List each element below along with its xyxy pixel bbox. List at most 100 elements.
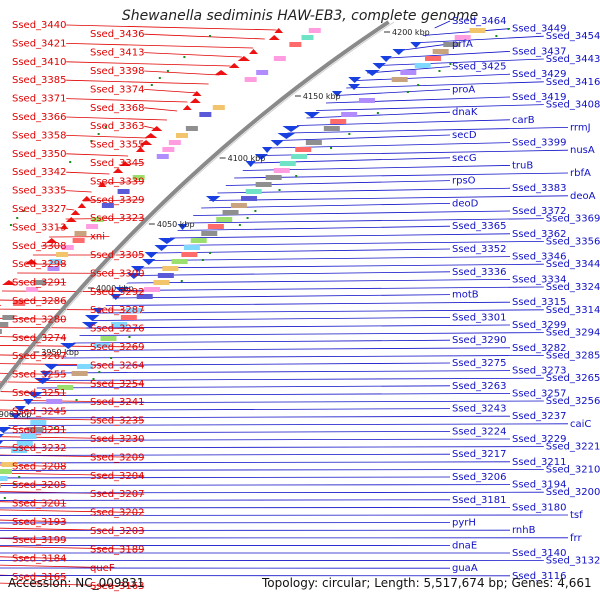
minus-connector	[0, 491, 145, 495]
cog-block-right	[77, 364, 94, 369]
plus-gene-arrow	[14, 406, 26, 412]
plus-gene-arrow	[262, 147, 273, 153]
minus-connector	[100, 181, 145, 184]
plus-gene-label: Ssed_3443	[546, 54, 600, 65]
cog-block-left	[86, 224, 99, 229]
cog-block-left	[156, 154, 169, 159]
plus-connector	[48, 370, 511, 374]
plus-gene-label: caiC	[570, 419, 591, 430]
minus-gene-arrow	[151, 126, 163, 131]
minus-gene-label: Ssed_3327	[12, 204, 67, 215]
plus-gene-label: Ssed_3210	[546, 464, 600, 475]
minus-gene-label: Ssed_3264	[90, 360, 145, 371]
minus-gene-label: Ssed_3308	[12, 241, 67, 252]
minus-gene-arrow	[65, 217, 77, 222]
plus-connector	[346, 81, 544, 89]
plus-connector	[356, 73, 511, 81]
cog-block-left	[101, 203, 114, 208]
minus-connector	[0, 436, 145, 440]
feature-dot	[183, 56, 186, 58]
plus-connector	[147, 256, 511, 261]
feature-dot	[22, 210, 25, 212]
plus-gene-label: proA	[452, 84, 475, 95]
plus-gene-label: rrmJ	[570, 122, 591, 133]
label-connector-lines	[0, 20, 569, 587]
minus-connector	[0, 509, 145, 513]
feature-dot	[69, 161, 72, 163]
plus-connector	[0, 446, 544, 449]
minus-gene-label: Ssed_3274	[12, 333, 67, 344]
plus-gene-label: Ssed_3429	[512, 69, 567, 80]
plus-gene-arrow	[60, 343, 77, 349]
cog-block-right	[241, 196, 258, 201]
minus-gene-label: Ssed_3291	[12, 278, 67, 289]
plus-gene-arrow	[109, 294, 122, 300]
plus-gene-label: guaA	[452, 563, 478, 574]
plus-gene-label: Ssed_3116	[512, 571, 567, 582]
plus-connector	[422, 28, 511, 36]
plus-gene-arrow	[158, 238, 176, 244]
cog-block-right	[391, 77, 408, 82]
cog-block-left	[13, 301, 26, 306]
minus-gene-arrow	[237, 56, 251, 61]
plus-gene-label: pyrH	[452, 518, 476, 529]
minus-gene-label: Ssed_3385	[12, 75, 67, 86]
minus-gene-label: Ssed_3280	[12, 314, 67, 325]
kbp-label: 4050 kbp	[157, 220, 195, 229]
feature-dot	[180, 280, 183, 282]
minus-gene-arrow	[214, 70, 228, 75]
cog-block-left	[199, 112, 212, 117]
plus-gene-label: Ssed_3217	[452, 449, 507, 460]
minus-gene-arrow	[139, 140, 153, 145]
minus-gene-label: Ssed_3287	[90, 305, 145, 316]
plus-connector	[177, 225, 451, 231]
plus-gene-arrow	[130, 266, 145, 272]
cog-block-right	[11, 448, 28, 453]
cog-block-left	[308, 28, 321, 33]
backbone-arc	[0, 20, 390, 390]
plus-gene-label: Ssed_3334	[512, 274, 567, 285]
plus-connector	[367, 66, 451, 74]
plus-connector	[112, 294, 451, 299]
cog-block-right	[157, 273, 174, 278]
plus-gene-label: Ssed_3416	[546, 77, 600, 88]
plus-gene-arrow	[254, 154, 269, 160]
minus-gene-label: Ssed_3231	[12, 425, 67, 436]
plus-connector	[36, 385, 451, 389]
plus-gene-label: Ssed_3437	[512, 46, 567, 57]
plus-gene-label: Ssed_3273	[512, 366, 567, 377]
minus-connector	[0, 326, 145, 329]
feature-dot	[208, 35, 211, 37]
plus-connector	[92, 317, 451, 321]
cog-block-right	[330, 119, 347, 124]
minus-gene-label: Ssed_3245	[12, 406, 67, 417]
feature-dot	[438, 70, 441, 72]
feature-dot	[166, 70, 169, 72]
cog-block-left	[289, 42, 302, 47]
cog-block-left	[72, 238, 85, 243]
minus-connector	[0, 464, 67, 467]
minus-gene-label: Ssed_3368	[90, 103, 145, 114]
plus-gene-arrow	[114, 287, 130, 293]
feature-dot	[150, 84, 153, 86]
plus-gene-arrow	[177, 224, 188, 230]
plus-gene-label: Ssed_3294	[546, 328, 600, 339]
plus-connector	[0, 491, 544, 494]
cog-block-left	[61, 245, 74, 250]
plus-gene-label: Ssed_3290	[452, 335, 507, 346]
minus-connector	[144, 52, 242, 58]
plus-connector	[316, 104, 544, 111]
minus-connector	[66, 98, 188, 103]
cog-block-right	[323, 126, 340, 131]
minus-connector	[0, 336, 67, 339]
cog-block-right	[279, 161, 296, 166]
plus-connector	[3, 430, 451, 434]
minus-gene-arrow	[2, 280, 16, 285]
feature-dot	[330, 147, 333, 149]
cog-block-right	[222, 210, 239, 215]
plus-connector	[278, 134, 451, 141]
cog-block-left	[2, 315, 15, 320]
plus-gene-label: Ssed_3425	[452, 62, 507, 73]
plus-connector	[8, 423, 569, 426]
plus-gene-label: Ssed_3408	[546, 100, 600, 111]
